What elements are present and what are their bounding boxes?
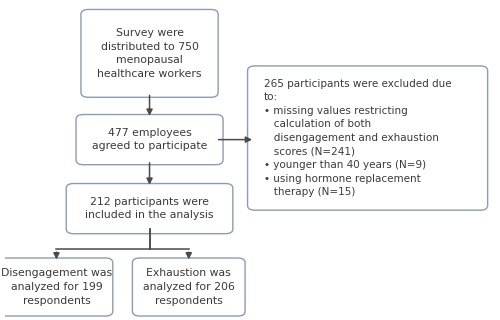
FancyBboxPatch shape <box>0 258 113 316</box>
Text: Survey were
distributed to 750
menopausal
healthcare workers: Survey were distributed to 750 menopausa… <box>98 28 202 79</box>
Text: 212 participants were
included in the analysis: 212 participants were included in the an… <box>86 197 214 220</box>
FancyBboxPatch shape <box>81 10 218 97</box>
FancyBboxPatch shape <box>76 115 223 165</box>
FancyBboxPatch shape <box>248 66 488 210</box>
Text: 477 employees
agreed to participate: 477 employees agreed to participate <box>92 128 207 151</box>
Text: Disengagement was
analyzed for 199
respondents: Disengagement was analyzed for 199 respo… <box>1 268 112 306</box>
FancyBboxPatch shape <box>132 258 245 316</box>
FancyBboxPatch shape <box>66 183 233 234</box>
Text: 265 participants were excluded due
to:
• missing values restricting
   calculati: 265 participants were excluded due to: •… <box>264 79 452 197</box>
Text: Exhaustion was
analyzed for 206
respondents: Exhaustion was analyzed for 206 responde… <box>143 268 234 306</box>
